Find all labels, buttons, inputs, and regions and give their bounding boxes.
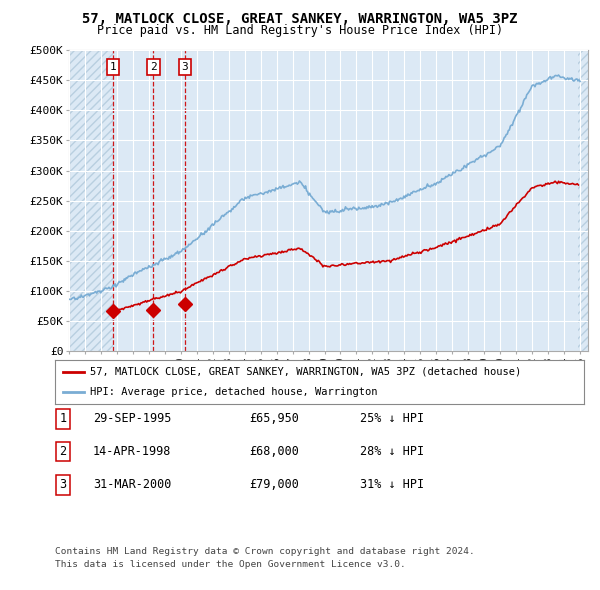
Text: 28% ↓ HPI: 28% ↓ HPI [360, 445, 424, 458]
Text: £68,000: £68,000 [249, 445, 299, 458]
Text: Contains HM Land Registry data © Crown copyright and database right 2024.: Contains HM Land Registry data © Crown c… [55, 547, 475, 556]
Text: 1: 1 [59, 412, 67, 425]
Text: 25% ↓ HPI: 25% ↓ HPI [360, 412, 424, 425]
Bar [578, 50, 588, 351]
Text: 31-MAR-2000: 31-MAR-2000 [93, 478, 172, 491]
Text: HPI: Average price, detached house, Warrington: HPI: Average price, detached house, Warr… [89, 387, 377, 397]
Text: 31% ↓ HPI: 31% ↓ HPI [360, 478, 424, 491]
Text: 57, MATLOCK CLOSE, GREAT SANKEY, WARRINGTON, WA5 3PZ: 57, MATLOCK CLOSE, GREAT SANKEY, WARRING… [82, 12, 518, 26]
Text: 29-SEP-1995: 29-SEP-1995 [93, 412, 172, 425]
Text: This data is licensed under the Open Government Licence v3.0.: This data is licensed under the Open Gov… [55, 560, 406, 569]
Text: 1: 1 [109, 62, 116, 72]
Text: 14-APR-1998: 14-APR-1998 [93, 445, 172, 458]
Bar [69, 50, 113, 351]
Text: Price paid vs. HM Land Registry's House Price Index (HPI): Price paid vs. HM Land Registry's House … [97, 24, 503, 37]
Text: 2: 2 [150, 62, 157, 72]
Text: £79,000: £79,000 [249, 478, 299, 491]
Text: 3: 3 [59, 478, 67, 491]
Text: 57, MATLOCK CLOSE, GREAT SANKEY, WARRINGTON, WA5 3PZ (detached house): 57, MATLOCK CLOSE, GREAT SANKEY, WARRING… [89, 367, 521, 377]
Text: 3: 3 [181, 62, 188, 72]
Text: £65,950: £65,950 [249, 412, 299, 425]
Text: 2: 2 [59, 445, 67, 458]
